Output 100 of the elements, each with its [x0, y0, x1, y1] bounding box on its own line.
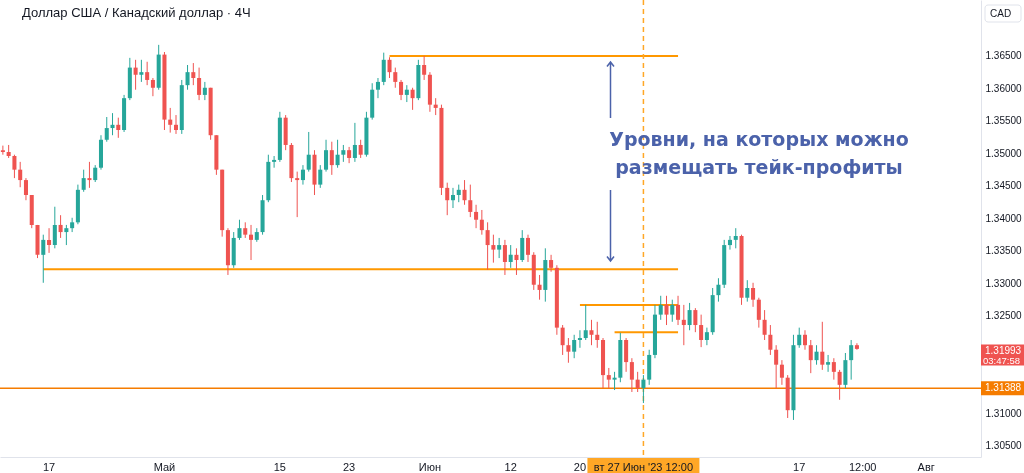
candlestick: [520, 229, 525, 263]
candlestick: [676, 295, 681, 326]
candlestick: [589, 319, 594, 346]
candlestick: [583, 304, 588, 341]
text: 1.31993: [985, 344, 1022, 356]
candlestick: [399, 79, 404, 101]
candlestick: [150, 77, 155, 97]
candlestick: [641, 374, 646, 404]
y-tick-label: 1.36500: [985, 50, 1023, 62]
candlestick: [324, 139, 329, 173]
candlestick: [145, 61, 150, 86]
candlestick: [474, 204, 479, 229]
candlestick: [508, 244, 513, 269]
y-tick-label: 1.34500: [985, 180, 1023, 192]
candlestick: [837, 369, 842, 401]
candlestick: [502, 239, 507, 276]
candlestick: [670, 299, 675, 323]
candlestick: [47, 227, 52, 254]
candlestick: [664, 295, 669, 326]
y-tick-label: 1.34000: [985, 212, 1023, 224]
candlestick: [393, 67, 398, 89]
candlestick: [751, 282, 756, 308]
candlestick: [774, 344, 779, 389]
candlestick: [306, 131, 311, 173]
candlestick: [681, 304, 686, 346]
candlestick: [58, 214, 63, 239]
candlestick: [797, 327, 802, 349]
candlestick: [450, 187, 456, 209]
candlestick: [295, 171, 300, 218]
candlestick: [560, 324, 565, 356]
candlestick: [445, 182, 450, 216]
candlestick: [820, 321, 825, 371]
candlestick: [249, 224, 254, 261]
candlestick: [831, 357, 836, 381]
candlestick: [497, 237, 502, 259]
candlestick: [491, 234, 496, 264]
y-tick-label: 1.30500: [985, 440, 1023, 452]
candlestick: [70, 217, 75, 233]
x-tick-label: 23: [343, 460, 356, 473]
candlestick: [12, 154, 17, 179]
candlestick: [104, 116, 109, 143]
ref-line-label: 1.31388: [985, 382, 1022, 394]
candlestick: [572, 334, 577, 359]
candlestick: [566, 337, 571, 364]
candlestick: [479, 209, 484, 236]
candlestick: [612, 371, 617, 391]
x-tick-label: Май: [153, 460, 176, 473]
y-tick-label: 1.33000: [985, 277, 1023, 289]
x-tick-label: 15: [273, 460, 286, 473]
candlestick: [699, 314, 704, 348]
candlestick: [197, 67, 202, 101]
candlestick: [185, 64, 190, 91]
candlestick: [87, 161, 92, 189]
candlestick: [23, 177, 28, 201]
candlestick: [537, 274, 542, 301]
x-tick-label: Авг: [917, 460, 935, 473]
candlestick: [826, 354, 831, 373]
y-tick-label: 1.31000: [985, 407, 1023, 419]
y-tick-label: 1.36000: [985, 82, 1023, 94]
candlestick: [358, 139, 363, 159]
candlestick: [462, 179, 467, 206]
x-tick-label: 20: [573, 460, 587, 473]
candlestick: [168, 107, 173, 134]
candlestick: [410, 87, 415, 111]
candlestick: [716, 277, 721, 303]
x-tick-label: вт 27 Июн '23 12:00: [593, 460, 694, 473]
candlestick: [329, 141, 334, 176]
candlestick: [468, 184, 473, 218]
candlestick: [814, 344, 819, 366]
candlestick: [635, 371, 640, 393]
candlestick: [41, 234, 46, 284]
candlestick: [237, 219, 242, 241]
candlestick: [485, 221, 490, 271]
candlestick: [606, 367, 611, 389]
candlestick: [629, 357, 634, 393]
candlestick: [335, 139, 340, 169]
candlestick: [110, 112, 115, 136]
candlestick: [191, 62, 196, 86]
x-tick-label: Июн: [418, 460, 442, 473]
candlestick: [116, 117, 121, 139]
x-tick-label: 12: [504, 460, 517, 473]
candlestick: [525, 234, 531, 263]
candlestick: [595, 321, 600, 349]
candlestick: [133, 59, 138, 91]
candlestick: [422, 55, 427, 81]
candlestick: [577, 329, 582, 349]
x-tick-label: 17: [793, 460, 806, 473]
candlestick: [687, 302, 692, 331]
candlestick: [727, 235, 732, 251]
y-tick-label: 1.32500: [985, 310, 1023, 322]
candlestick: [381, 52, 386, 86]
candlestick: [549, 254, 554, 273]
candlestick: [375, 77, 380, 99]
y-tick-label: 1.35000: [985, 147, 1023, 159]
x-tick-label: 12:00: [848, 460, 877, 473]
candlestick: [272, 155, 277, 169]
text: 03:47:58: [983, 354, 1020, 366]
candlestick: [352, 122, 357, 163]
candlestick: [768, 324, 773, 356]
y-tick-label: 1.35500: [985, 115, 1023, 127]
